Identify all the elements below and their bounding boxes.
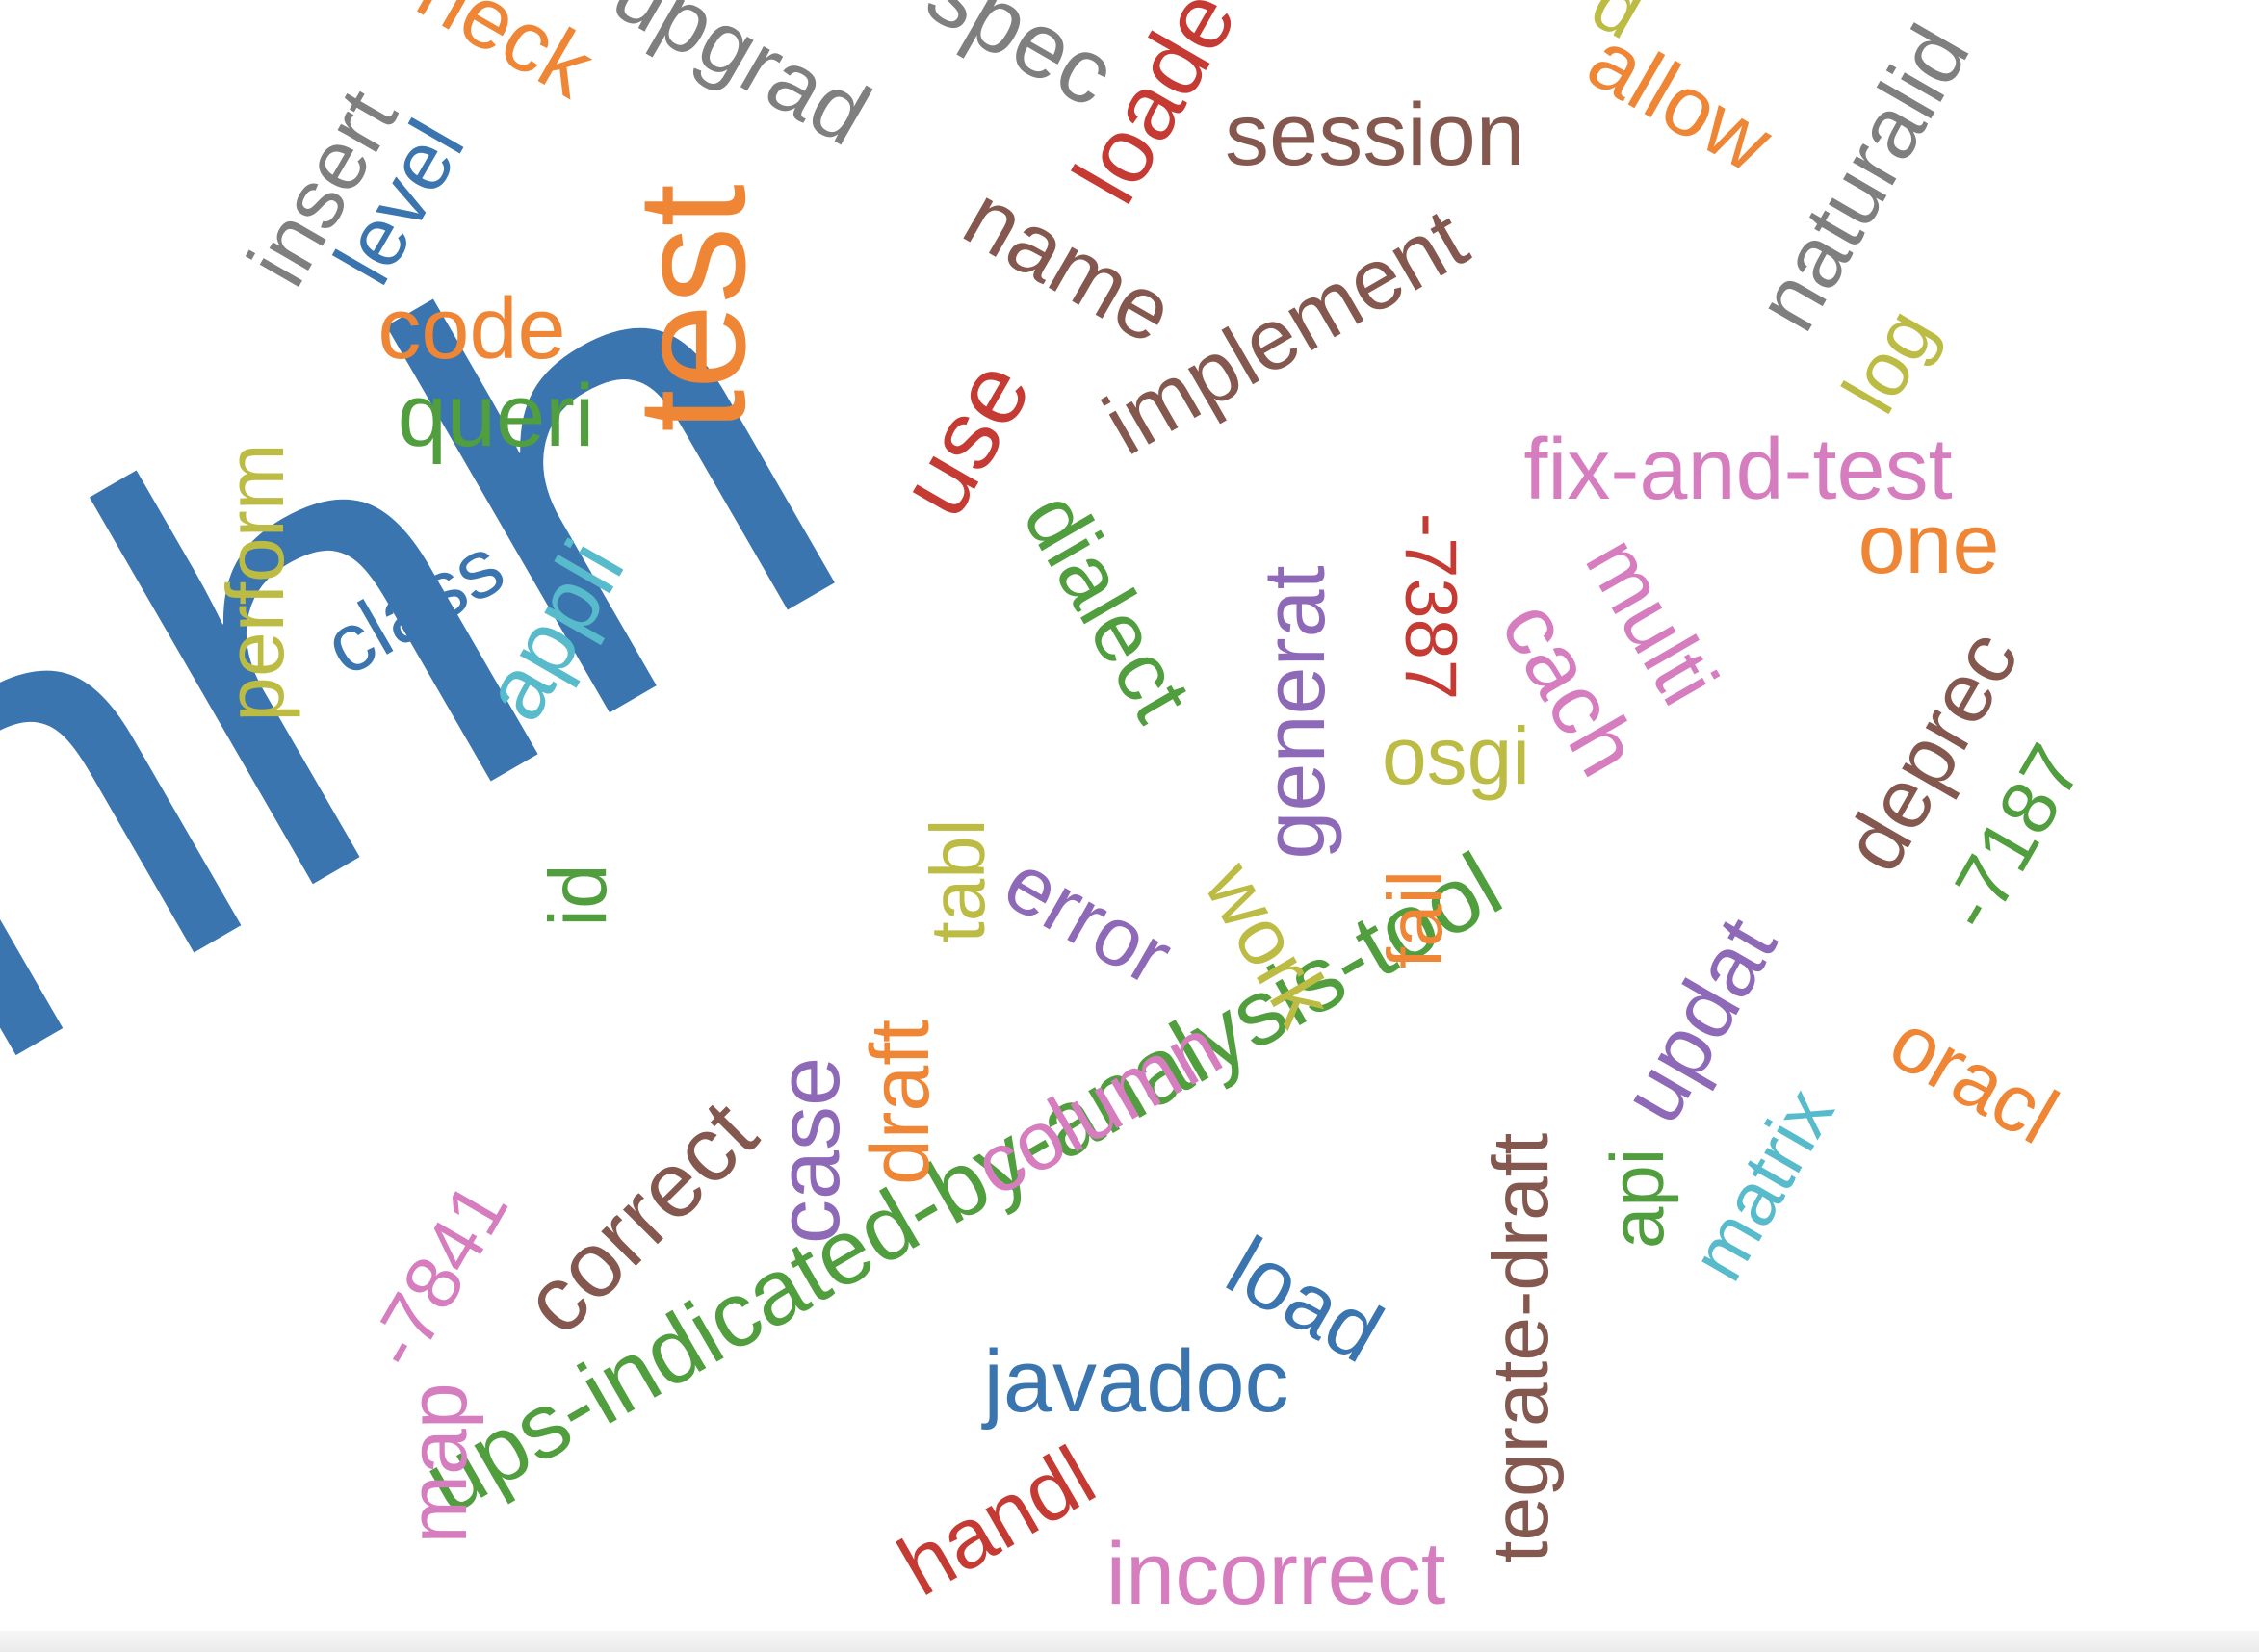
word-handl: handl <box>882 1427 1110 1614</box>
word-log: log <box>1826 295 1952 427</box>
word-tegrate-draft: tegrate-draft <box>1477 1132 1565 1563</box>
word-7387: -7387 <box>1389 512 1471 701</box>
word-test: test <box>605 184 777 432</box>
word-map: map <box>392 1382 484 1544</box>
word-oracl: oracl <box>1875 994 2073 1162</box>
word-fix-and-test: fix-and-test <box>1523 422 1953 518</box>
word-perform: perform <box>210 443 300 722</box>
word-api: api <box>1595 1148 1679 1250</box>
word-session: session <box>1225 86 1525 184</box>
word-osgi: osgi <box>1381 710 1531 801</box>
word-tabl: tabl <box>915 818 1000 943</box>
word-naturalid: naturalid <box>1738 10 1988 347</box>
word-javadoc: javadoc <box>983 1332 1289 1431</box>
word-fail: fail <box>1372 869 1458 969</box>
word-use: use <box>877 342 1052 534</box>
word-one: one <box>1857 496 2000 591</box>
word-draft: draft <box>854 1019 947 1186</box>
word-hhh: hhh <box>0 80 935 1191</box>
word-upgrad: upgrad <box>597 0 886 165</box>
word-case: case <box>760 1056 858 1245</box>
word-generat: generat <box>1247 565 1343 860</box>
word-7841: -7841 <box>351 1168 525 1382</box>
word-code: code <box>377 281 566 377</box>
word-error: error <box>989 836 1187 1003</box>
word-queri: queri <box>397 367 595 465</box>
word-incorrect: incorrect <box>1105 1525 1446 1623</box>
word-id: id <box>532 864 623 927</box>
bottom-edge-bar <box>0 1631 2259 1652</box>
word-dialect: dialect <box>1004 476 1210 736</box>
